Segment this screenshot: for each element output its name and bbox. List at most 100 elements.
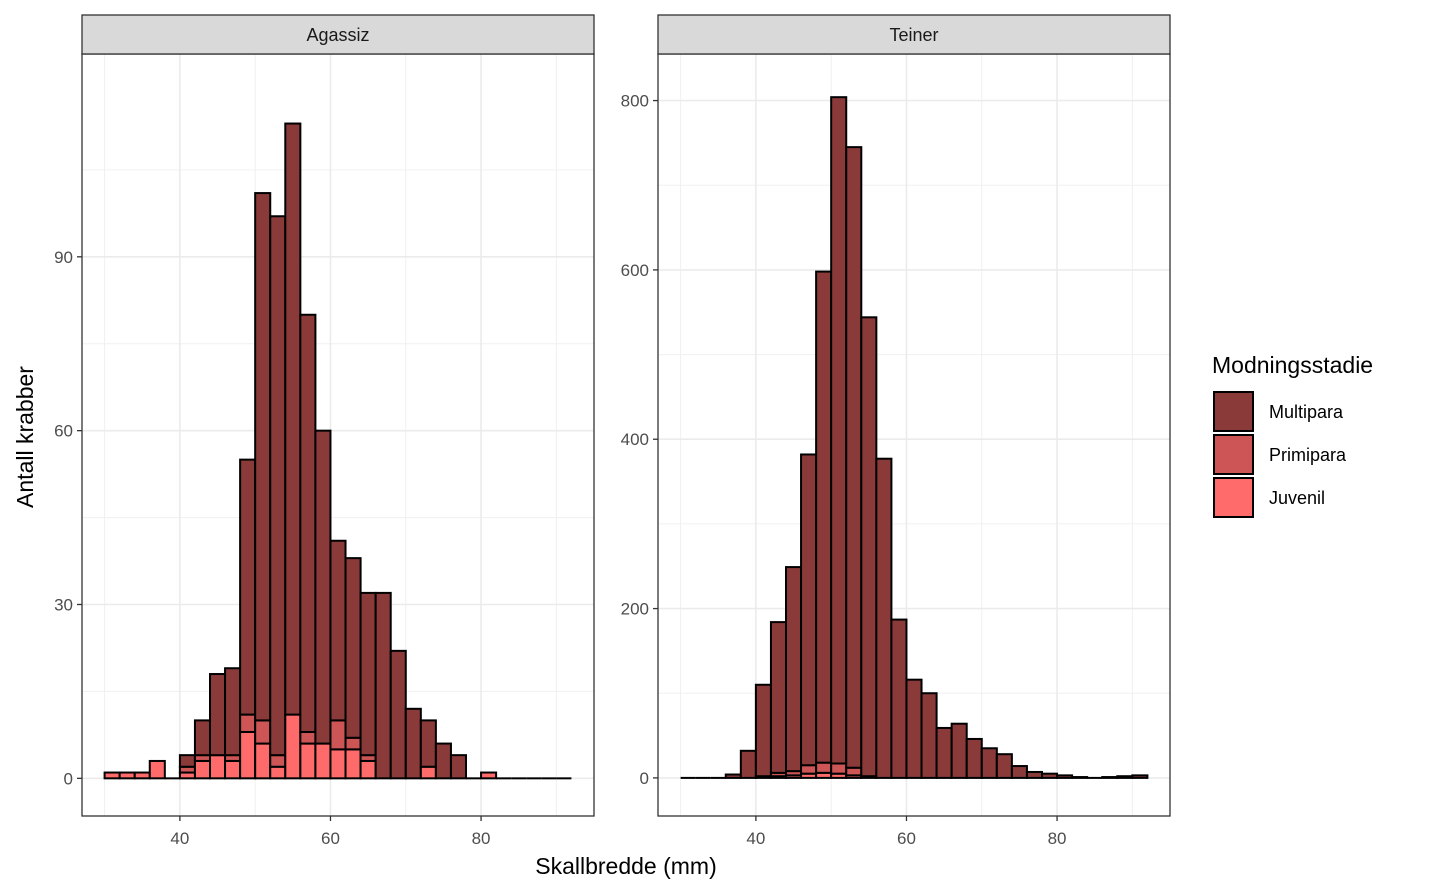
y-tick-label: 60 — [54, 422, 73, 441]
bar-juvenil — [193, 759, 212, 780]
x-tick-label: 40 — [170, 829, 189, 848]
bar-multipara — [359, 591, 377, 757]
bar-primipara — [269, 754, 287, 768]
x-axis-title: Skallbredde (mm) — [535, 853, 717, 879]
legend: Modningsstadie Multipara Primipara Juvenil — [1212, 352, 1373, 518]
strip-background — [81, 14, 595, 55]
bar-primipara — [830, 762, 848, 775]
bar-juvenil — [224, 759, 242, 780]
bar-juvenil — [254, 742, 272, 780]
panel-teiner: Teiner 0 200 400 600 800 40 60 80 — [621, 14, 1171, 848]
bar-juvenil — [359, 759, 377, 780]
y-tick-label: 800 — [621, 92, 649, 111]
bar-juvenil — [209, 754, 227, 780]
bar-primipara — [329, 719, 347, 751]
bar-multipara — [1041, 772, 1059, 779]
bar-primipara — [239, 713, 257, 733]
legend-label-primipara: Primipara — [1269, 445, 1347, 465]
bar-multipara — [950, 722, 968, 779]
y-tick-label: 30 — [54, 595, 73, 614]
bar-multipara — [785, 566, 803, 773]
facet-panels: Agassiz 0 30 60 90 40 60 80 Teiner 0 200 400 600 800 4… — [54, 14, 1171, 848]
bar-multipara — [1025, 770, 1043, 779]
strip-label: Teiner — [889, 25, 938, 45]
legend-title: Modningsstadie — [1212, 352, 1373, 378]
bar-juvenil — [269, 765, 287, 780]
bar-juvenil — [299, 742, 317, 780]
bar-multipara — [860, 316, 878, 778]
bar-juvenil — [118, 771, 136, 780]
bar-multipara — [995, 753, 1013, 779]
bar-multipara — [1131, 774, 1149, 779]
bar-multipara — [815, 270, 833, 764]
bar-multipara — [404, 707, 422, 780]
bar-juvenil — [480, 771, 498, 780]
bar-juvenil — [329, 748, 347, 780]
bar-multipara — [1071, 776, 1089, 779]
bar-multipara — [178, 754, 196, 768]
bar-multipara — [830, 96, 848, 765]
bar-primipara — [800, 764, 818, 775]
bar-juvenil — [344, 748, 362, 780]
y-tick-label: 90 — [54, 248, 73, 267]
x-tick-label: 60 — [897, 829, 916, 848]
bar-multipara — [329, 539, 347, 722]
bar-multipara — [890, 618, 908, 779]
bar-multipara — [905, 678, 923, 779]
y-tick-label: 600 — [621, 261, 649, 280]
bar-juvenil — [103, 771, 121, 780]
bar-primipara — [254, 719, 272, 745]
bar-multipara — [739, 749, 757, 779]
bar-multipara — [209, 673, 227, 757]
bar-multipara — [299, 313, 317, 733]
bar-multipara — [434, 742, 452, 780]
bar-multipara — [389, 649, 407, 780]
bar-juvenil — [133, 771, 151, 780]
bar-multipara — [754, 683, 772, 778]
bar-multipara — [284, 122, 302, 716]
y-tick-label: 200 — [621, 600, 649, 619]
bar-multipara — [965, 737, 983, 779]
bar-multipara — [374, 591, 392, 780]
legend-key-multipara — [1213, 391, 1254, 432]
bar-multipara — [314, 429, 332, 745]
bar-primipara — [845, 766, 863, 777]
bar-multipara — [1116, 775, 1134, 779]
legend-key-juvenil — [1213, 477, 1254, 518]
bar-multipara — [845, 146, 863, 769]
bar-multipara — [935, 726, 953, 779]
bar-juvenil — [419, 765, 437, 780]
bar-multipara — [269, 215, 287, 757]
bar-multipara — [980, 747, 998, 779]
panel-agassiz: Agassiz 0 30 60 90 40 60 80 — [54, 14, 595, 848]
bar-multipara — [254, 192, 272, 722]
y-axis-title: Antall krabber — [12, 366, 38, 508]
bars — [680, 96, 1149, 779]
strip-label: Agassiz — [306, 25, 369, 45]
bar-multipara — [224, 667, 242, 757]
bar-multipara — [419, 719, 437, 768]
y-tick-label: 0 — [64, 769, 73, 788]
y-tick-label: 400 — [621, 430, 649, 449]
bar-multipara — [800, 453, 818, 767]
x-tick-label: 80 — [1048, 829, 1067, 848]
bar-juvenil — [239, 730, 257, 780]
bar-multipara — [193, 719, 212, 757]
y-tick-label: 0 — [640, 769, 649, 788]
bar-juvenil — [148, 759, 166, 780]
legend-label-multipara: Multipara — [1269, 402, 1344, 422]
bar-multipara — [920, 692, 938, 779]
x-tick-label: 60 — [321, 829, 340, 848]
x-tick-label: 40 — [746, 829, 765, 848]
bar-juvenil — [284, 713, 302, 780]
bar-multipara — [449, 754, 467, 780]
bar-multipara — [239, 458, 257, 716]
bar-multipara — [875, 457, 893, 779]
bar-primipara — [344, 736, 362, 751]
bar-multipara — [1101, 776, 1119, 779]
bar-multipara — [344, 557, 362, 739]
x-tick-label: 80 — [472, 829, 491, 848]
bar-multipara — [769, 621, 787, 774]
strip-background — [657, 14, 1171, 55]
